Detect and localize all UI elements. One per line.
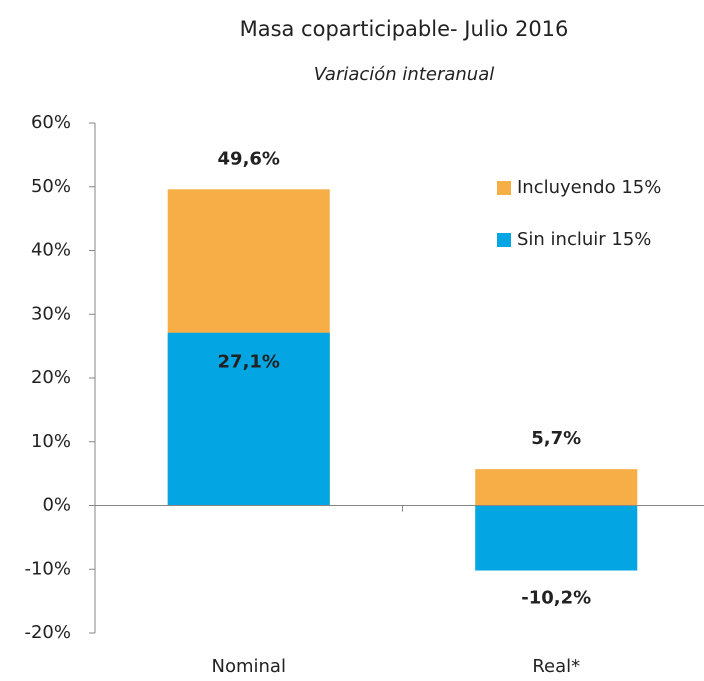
value-label: 5,7%: [531, 428, 581, 449]
value-label: 27,1%: [218, 352, 280, 373]
y-tick-label: 0%: [42, 495, 71, 516]
y-tick-label: 30%: [31, 303, 71, 324]
bar: [475, 469, 638, 506]
y-tick-label: 60%: [31, 112, 71, 133]
bar: [167, 332, 330, 506]
legend-swatch: [497, 233, 511, 247]
legend-label: Incluyendo 15%: [517, 177, 661, 198]
y-tick-label: -20%: [24, 622, 71, 643]
chart-subtitle: Variación interanual: [314, 64, 494, 85]
y-tick-label: -10%: [24, 558, 71, 579]
y-tick-label: 20%: [31, 367, 71, 388]
value-label: 49,6%: [218, 148, 280, 169]
y-tick-label: 50%: [31, 176, 71, 197]
bar: [475, 505, 638, 571]
x-tick-label: Nominal: [212, 656, 286, 677]
value-label: -10,2%: [521, 588, 591, 609]
legend-swatch: [497, 181, 511, 195]
legend-label: Sin incluir 15%: [517, 229, 651, 250]
chart-title: Masa coparticipable- Julio 2016: [240, 17, 569, 41]
y-tick-label: 40%: [31, 240, 71, 261]
y-tick-label: 10%: [31, 431, 71, 452]
x-tick-label: Real*: [532, 656, 580, 677]
